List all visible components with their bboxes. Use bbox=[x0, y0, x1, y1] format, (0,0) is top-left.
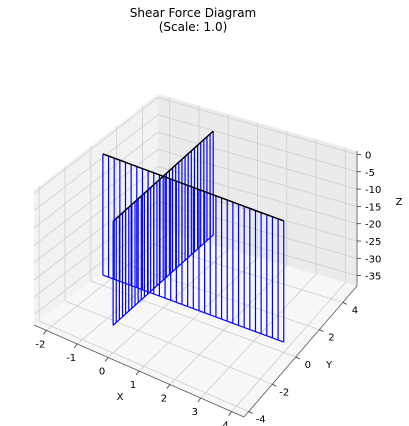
x-tick-label: 4 bbox=[222, 421, 228, 426]
x-tick-mark bbox=[197, 397, 202, 403]
z-tick-label: -35 bbox=[365, 272, 381, 283]
y-tick-label: 0 bbox=[305, 360, 311, 371]
chart-title-line-1: Shear Force Diagram bbox=[130, 6, 257, 20]
grid-line-y-floor bbox=[39, 320, 249, 412]
member-axis-x bbox=[102, 153, 284, 222]
grid-line-z-back bbox=[157, 97, 358, 155]
x-tick-label: 1 bbox=[130, 380, 136, 391]
x-tick-label: -1 bbox=[66, 353, 76, 364]
shear-envelope-x-member bbox=[102, 274, 284, 343]
grid-line-x-floor bbox=[231, 282, 346, 412]
y-tick-label: 4 bbox=[352, 305, 358, 316]
z-tick-label: -30 bbox=[365, 254, 381, 265]
x-tick-label: 0 bbox=[99, 367, 105, 378]
z-tick-label: 0 bbox=[365, 151, 371, 162]
z-tick-label: -20 bbox=[365, 220, 381, 231]
x-tick-label: 3 bbox=[192, 407, 198, 418]
y-axis-line bbox=[243, 285, 358, 418]
grid-line-z-left bbox=[33, 97, 159, 194]
grid-line-z-back bbox=[157, 114, 358, 173]
grid-line-z-left bbox=[33, 149, 159, 246]
grid-line-x-floor bbox=[200, 273, 317, 399]
grid-line-z-left bbox=[33, 131, 159, 229]
y-tick-label: -4 bbox=[256, 415, 266, 426]
y-tick-label: 2 bbox=[328, 333, 334, 344]
grid-line-x-floor bbox=[46, 232, 170, 331]
y-tick-mark bbox=[342, 302, 348, 305]
series-lines bbox=[102, 130, 285, 343]
y-tick-mark bbox=[319, 329, 324, 333]
grid-line-y-floor bbox=[64, 300, 273, 385]
x-tick-mark bbox=[135, 370, 140, 376]
grid-line-y-floor bbox=[90, 280, 296, 358]
z-tick-label: -15 bbox=[365, 202, 381, 213]
x-tick-mark bbox=[73, 343, 78, 349]
x-tick-mark bbox=[43, 330, 47, 335]
z-tick-label: -10 bbox=[365, 185, 381, 196]
x-tick-mark bbox=[166, 384, 171, 389]
grid-line-z-back bbox=[157, 131, 358, 190]
x-axis-label: X bbox=[117, 392, 124, 403]
x-tick-label: -2 bbox=[35, 339, 45, 350]
y-axis-label: Y bbox=[325, 360, 333, 371]
x-tick-label: 2 bbox=[161, 394, 167, 405]
z-tick-label: -5 bbox=[365, 168, 375, 179]
grid-line-z-left bbox=[33, 114, 159, 212]
z-axis-label: Z bbox=[396, 197, 403, 208]
grid-line-x-floor bbox=[107, 248, 229, 358]
x-tick-mark bbox=[104, 357, 109, 362]
chart-title-line-2: (Scale: 1.0) bbox=[159, 20, 228, 34]
z-tick-label: -25 bbox=[365, 237, 381, 248]
y-tick-mark bbox=[248, 411, 253, 414]
grid-line-x-floor bbox=[138, 257, 258, 372]
shear-envelope-y-member bbox=[112, 234, 214, 326]
x-tick-mark bbox=[228, 411, 232, 416]
y-tick-label: -2 bbox=[279, 387, 289, 398]
y-tick-mark bbox=[295, 356, 300, 360]
y-tick-mark bbox=[272, 383, 277, 387]
